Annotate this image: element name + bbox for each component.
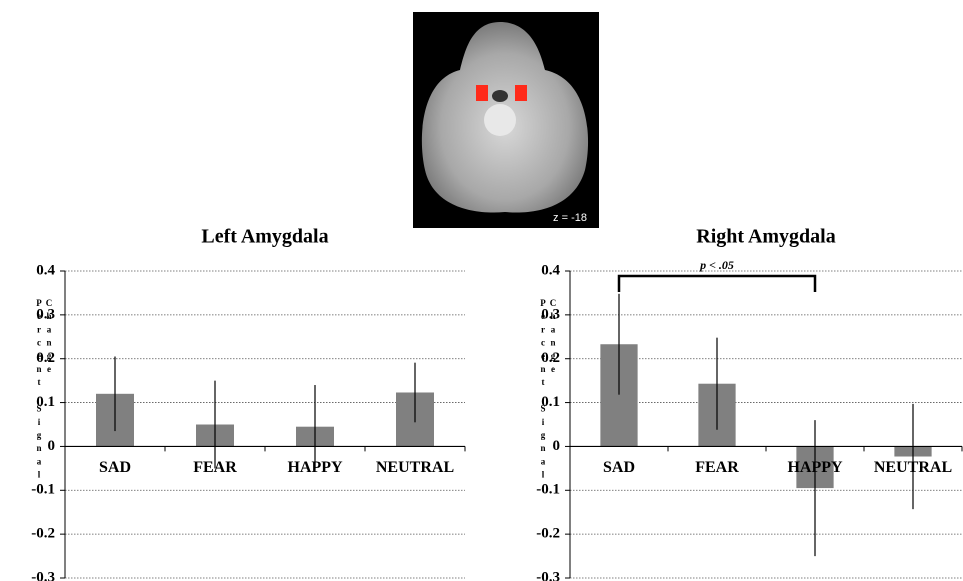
x-tick-label: SAD [603,459,635,476]
x-tick-label: HAPPY [287,459,343,476]
x-tick-label: NEUTRAL [874,459,952,476]
y-tick-label: 0.2 [36,350,55,366]
x-tick-label: SAD [99,459,131,476]
y-tick-label: 0 [553,438,561,454]
annotation: p < .05 [699,258,734,272]
y-tick-label: -0.3 [536,569,560,581]
y-axis-label: Percent Signal Change [34,298,54,483]
chart-title: Left Amygdala [201,226,328,248]
y-axis-label: Percent Signal Change [538,298,558,483]
x-tick-label: NEUTRAL [376,459,454,476]
y-tick-label: 0.4 [36,262,55,278]
y-tick-label: -0.1 [31,482,55,498]
y-tick-label: -0.1 [536,482,560,498]
y-tick-label: 0.1 [36,394,55,410]
x-tick-label: FEAR [193,459,237,476]
y-tick-label: 0.4 [541,262,560,278]
y-tick-label: -0.2 [536,526,560,542]
chart-title: Right Amygdala [696,226,835,248]
y-tick-label: 0.1 [541,394,560,410]
y-tick-label: 0 [48,438,56,454]
image-label: z = -18 [553,212,587,224]
y-tick-label: 0.2 [541,350,560,366]
y-tick-label: 0.3 [36,306,55,322]
x-tick-label: FEAR [695,459,739,476]
significance-bracket [617,274,817,292]
brain-image: z = -18 [413,12,599,228]
y-tick-label: -0.3 [31,569,55,581]
y-tick-label: 0.3 [541,306,560,322]
x-tick-label: HAPPY [787,459,843,476]
y-tick-label: -0.2 [31,526,55,542]
